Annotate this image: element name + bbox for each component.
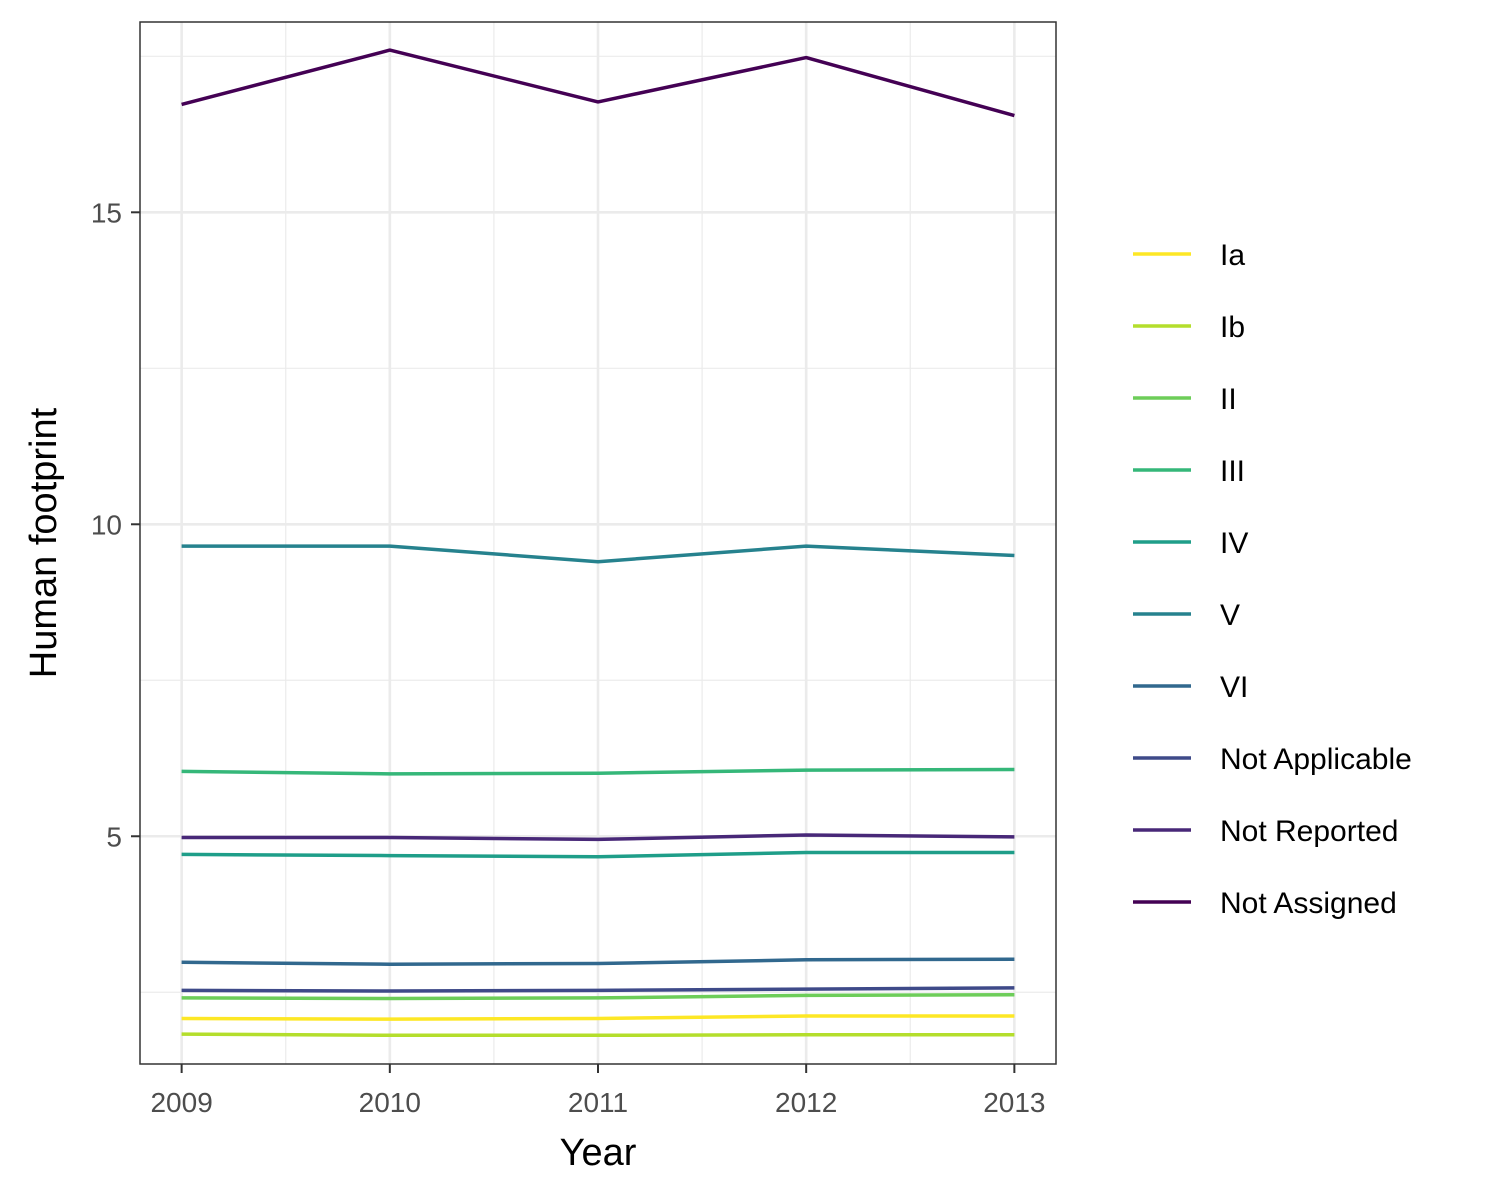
legend-label-ii: II bbox=[1220, 383, 1237, 416]
legend-label-v: V bbox=[1220, 599, 1240, 632]
x-tick-label: 2010 bbox=[359, 1087, 421, 1118]
y-axis-title: Human footprint bbox=[23, 407, 65, 678]
series-line-v bbox=[181, 544, 1015, 564]
series-line-not-applicable bbox=[181, 986, 1015, 993]
y-tick-label: 5 bbox=[106, 821, 122, 852]
series-line-vi bbox=[181, 957, 1015, 966]
y-tick-label: 10 bbox=[91, 509, 122, 540]
legend-label-not-reported: Not Reported bbox=[1220, 815, 1398, 848]
series-line-iii bbox=[181, 767, 1015, 776]
series-line-ii bbox=[181, 992, 1015, 1001]
legend-label-not-applicable: Not Applicable bbox=[1220, 743, 1412, 776]
legend-label-ia: Ia bbox=[1220, 239, 1245, 272]
x-tick-label: 2009 bbox=[150, 1087, 212, 1118]
x-tick-label: 2012 bbox=[775, 1087, 837, 1118]
legend-label-not-assigned: Not Assigned bbox=[1220, 887, 1397, 920]
series-line-not-assigned bbox=[181, 48, 1015, 118]
x-tick-label: 2013 bbox=[983, 1087, 1045, 1118]
legend-label-ib: Ib bbox=[1220, 311, 1245, 344]
legend-label-vi: VI bbox=[1220, 671, 1248, 704]
x-axis-title: Year bbox=[560, 1132, 637, 1174]
y-tick-label: 15 bbox=[91, 197, 122, 228]
legend-label-iii: III bbox=[1220, 455, 1245, 488]
series-line-iv bbox=[181, 850, 1015, 859]
x-tick-label: 2011 bbox=[568, 1087, 628, 1118]
series-line-not-reported bbox=[181, 833, 1015, 842]
series-lines bbox=[181, 48, 1015, 1038]
series-line-ib bbox=[181, 1032, 1015, 1038]
y-axis: 5 10 15 bbox=[91, 197, 140, 852]
series-line-ia bbox=[181, 1014, 1015, 1021]
x-axis: 2009 2010 2011 2012 2013 bbox=[150, 1064, 1046, 1118]
legend-label-iv: IV bbox=[1220, 527, 1248, 560]
